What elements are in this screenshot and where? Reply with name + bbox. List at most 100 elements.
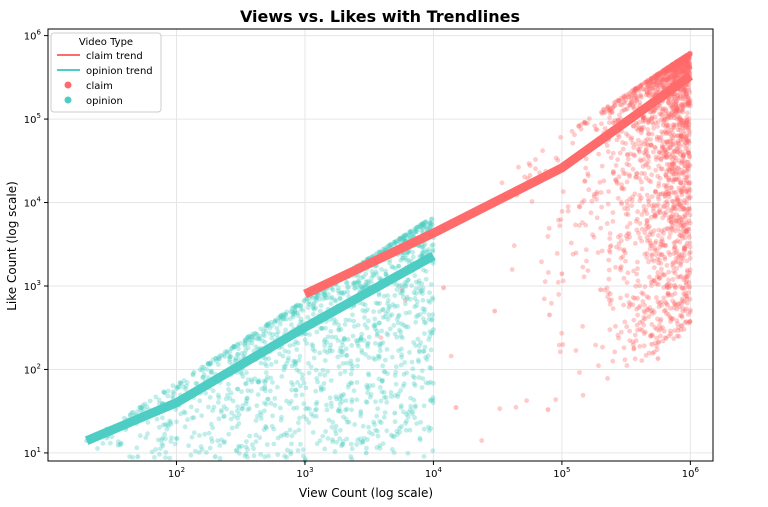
- claim-point: [629, 88, 635, 94]
- claim-point: [687, 51, 693, 57]
- opinion-point: [242, 453, 248, 459]
- claim-point: [599, 163, 605, 169]
- claim-point: [651, 208, 656, 214]
- claim-point: [623, 131, 629, 137]
- claim-point: [666, 100, 671, 106]
- claim-point: [659, 228, 665, 234]
- claim-point: [670, 62, 675, 67]
- claim-point: [616, 174, 622, 180]
- claim-point: [687, 240, 693, 246]
- opinion-point: [281, 316, 287, 322]
- claim-point: [648, 137, 653, 142]
- opinion-point: [349, 407, 354, 413]
- claim-point: [682, 59, 688, 65]
- claim-point: [671, 240, 677, 246]
- claim-point: [638, 84, 643, 89]
- claim-point: [646, 197, 651, 202]
- opinion-point: [164, 426, 170, 432]
- claim-point: [670, 99, 675, 104]
- claim-point: [678, 136, 684, 142]
- opinion-point: [245, 447, 251, 452]
- claim-point: [591, 192, 597, 197]
- claim-point: [674, 306, 680, 312]
- claim-point: [675, 198, 681, 204]
- claim-point: [666, 285, 672, 290]
- claim-point: [684, 92, 690, 98]
- claim-point: [673, 284, 678, 290]
- claim-point: [671, 204, 677, 210]
- claim-point: [614, 244, 619, 250]
- claim-point: [641, 87, 647, 92]
- claim-point: [685, 69, 690, 75]
- opinion-point: [167, 455, 173, 461]
- claim-point: [670, 62, 676, 67]
- claim-point: [680, 153, 686, 159]
- claim-point: [583, 165, 589, 171]
- opinion-point: [325, 369, 331, 374]
- claim-point: [625, 231, 631, 237]
- claim-point: [658, 157, 664, 163]
- claim-point: [685, 188, 690, 194]
- claim-point: [674, 169, 680, 174]
- claim-point: [617, 265, 623, 271]
- opinion-point: [392, 293, 398, 298]
- claim-point: [642, 115, 648, 121]
- claim-point: [676, 65, 681, 71]
- claim-point: [639, 82, 645, 87]
- claim-point: [680, 286, 685, 291]
- opinion-point: [393, 381, 399, 387]
- claim-point: [658, 239, 664, 245]
- claim-point: [666, 277, 671, 283]
- claim-point: [672, 63, 678, 68]
- opinion-point: [348, 454, 354, 459]
- opinion-point: [426, 337, 432, 342]
- claim-point: [657, 78, 663, 84]
- opinion-point: [147, 398, 153, 404]
- claim-point: [636, 88, 642, 93]
- claim-point: [547, 312, 552, 318]
- claim-point: [687, 98, 693, 103]
- claim-point: [577, 204, 583, 210]
- claim-point: [661, 68, 667, 73]
- claim-point: [683, 189, 689, 195]
- claim-point: [678, 132, 684, 138]
- claim-point: [648, 76, 654, 82]
- claim-point: [533, 157, 538, 162]
- claim-point: [660, 68, 666, 74]
- opinion-point: [306, 301, 311, 307]
- claim-point: [650, 232, 655, 237]
- claim-point: [664, 72, 669, 78]
- claim-point: [634, 306, 639, 312]
- claim-point: [686, 87, 692, 93]
- claim-point: [624, 363, 630, 368]
- claim-point: [667, 112, 673, 118]
- claim-point: [662, 256, 668, 262]
- claim-point: [682, 53, 688, 59]
- opinion-point: [376, 292, 382, 298]
- opinion-point: [380, 363, 386, 369]
- claim-point: [678, 117, 684, 123]
- claim-point: [680, 223, 686, 229]
- claim-point: [679, 107, 685, 113]
- claim-point: [684, 306, 689, 312]
- claim-point: [666, 115, 672, 120]
- claim-point: [642, 316, 648, 322]
- claim-point: [676, 61, 681, 66]
- opinion-point: [165, 388, 171, 394]
- opinion-point: [221, 414, 226, 419]
- claim-point: [681, 88, 687, 94]
- claim-point: [677, 274, 683, 280]
- claim-point: [686, 150, 692, 156]
- claim-point: [637, 86, 642, 91]
- claim-point: [683, 65, 688, 70]
- claim-point: [687, 52, 692, 58]
- claim-point: [624, 236, 630, 242]
- claim-point: [686, 61, 691, 66]
- claim-point: [684, 258, 690, 264]
- opinion-point: [264, 363, 269, 369]
- claim-point: [687, 101, 693, 106]
- claim-point: [638, 158, 644, 164]
- opinion-point: [349, 397, 355, 402]
- claim-point: [674, 59, 680, 65]
- claim-point: [679, 61, 685, 67]
